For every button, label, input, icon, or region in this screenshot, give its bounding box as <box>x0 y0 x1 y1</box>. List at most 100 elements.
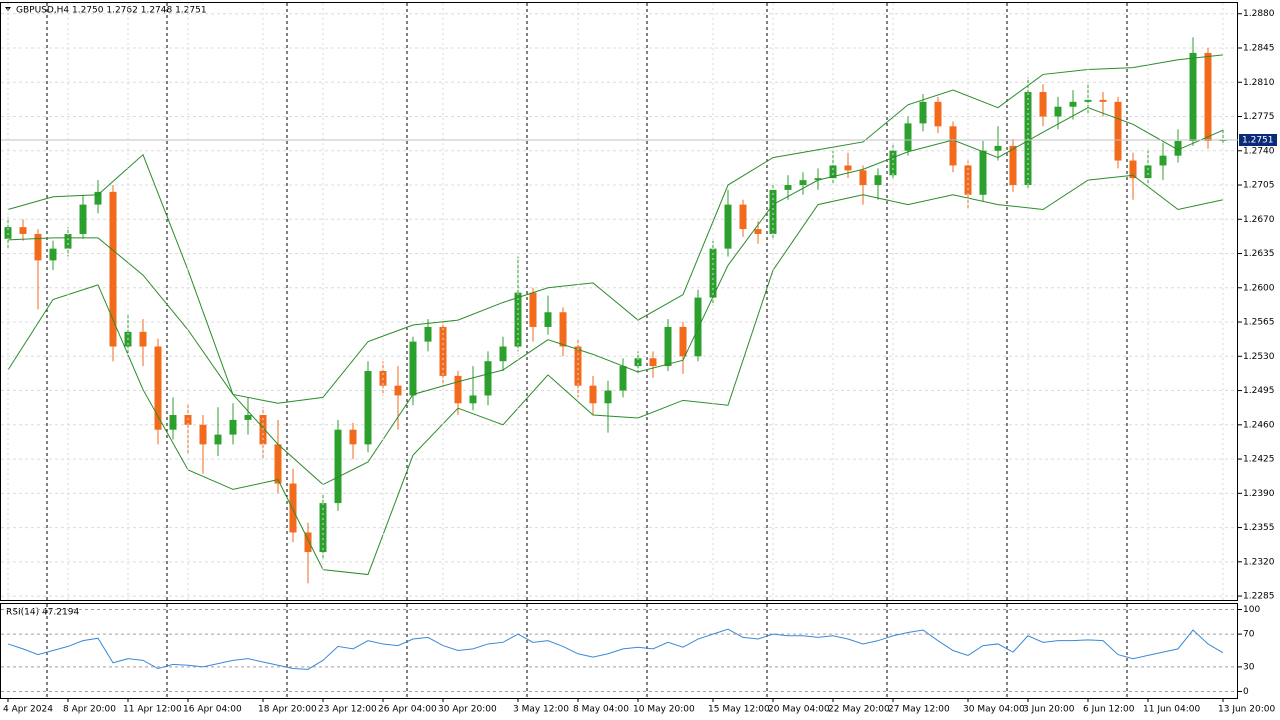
y-tick-label: 1.2425 <box>1243 455 1275 465</box>
candle-body <box>1189 52 1197 141</box>
candle-body <box>1039 92 1047 117</box>
x-tick-label: 3 May 12:00 <box>513 705 569 715</box>
candle-body <box>754 229 762 234</box>
candle-body <box>244 415 252 420</box>
y-tick-label: 1.2775 <box>1243 112 1275 122</box>
x-tick-label: 27 May 12:00 <box>888 705 950 715</box>
candle-body <box>109 191 117 347</box>
x-tick-label: 26 Apr 04:00 <box>378 705 437 715</box>
bollinger-band <box>7 54 1224 404</box>
candle-body <box>1099 99 1107 102</box>
x-tick-label: 11 Jun 04:00 <box>1143 705 1200 715</box>
y-tick-label: 1.2845 <box>1243 44 1275 54</box>
x-tick-label: 4 Apr 2024 <box>3 705 53 715</box>
x-tick-label: 8 Apr 20:00 <box>63 705 116 715</box>
y-tick-label: 1.2460 <box>1243 420 1275 430</box>
y-tick-label: 1.2810 <box>1243 78 1275 88</box>
x-tick-label: 23 Apr 12:00 <box>318 705 377 715</box>
candle-body <box>844 165 852 171</box>
candle-body <box>214 434 222 445</box>
symbol-header: GBPUSD,H4 1.2750 1.2762 1.2748 1.2751 <box>16 6 207 16</box>
x-tick-label: 10 May 20:00 <box>633 705 695 715</box>
x-tick-label: 22 May 20:00 <box>828 705 890 715</box>
candle-body <box>289 483 297 533</box>
candle-body <box>274 444 282 484</box>
y-tick-label: 1.2880 <box>1243 9 1275 19</box>
candle-body <box>919 101 927 124</box>
candle-body <box>724 204 732 249</box>
x-tick-label: 11 Apr 12:00 <box>123 705 182 715</box>
current-price-box <box>1239 134 1277 146</box>
x-tick-label: 30 May 04:00 <box>963 705 1025 715</box>
candle-body <box>394 385 402 396</box>
x-tick-label: 18 Apr 20:00 <box>258 705 317 715</box>
candle-body <box>1009 145 1017 186</box>
candle-body <box>79 204 87 234</box>
candle-body <box>1069 101 1077 107</box>
y-tick-label: 30 <box>1243 662 1255 672</box>
candle-body <box>1159 155 1167 166</box>
candle-body <box>1114 101 1122 161</box>
x-tick-label: 13 Jun 20:00 <box>1218 705 1275 715</box>
y-tick-label: 1.2320 <box>1243 557 1275 567</box>
candle-body <box>1054 106 1062 117</box>
candle-body <box>739 204 747 230</box>
bollinger-band <box>7 174 1224 576</box>
x-tick-label: 15 May 12:00 <box>708 705 770 715</box>
y-tick-label: 1.2390 <box>1243 489 1275 499</box>
candle-body <box>439 326 447 376</box>
x-tick-label: 16 Apr 04:00 <box>183 705 242 715</box>
x-tick-label: 30 Apr 20:00 <box>438 705 497 715</box>
rsi-frame <box>0 603 1238 699</box>
x-tick-label: 20 May 04:00 <box>768 705 830 715</box>
candle-body <box>484 361 492 396</box>
y-tick-label: 1.2285 <box>1243 592 1275 602</box>
candle-body <box>544 312 552 327</box>
candle-body <box>1129 160 1137 179</box>
candle-body <box>409 341 417 396</box>
candle-body <box>229 419 237 435</box>
candle-body <box>334 429 342 504</box>
current-price-label: 1.2751 <box>1242 136 1274 146</box>
y-tick-label: 70 <box>1243 630 1255 640</box>
candle-body <box>199 424 207 445</box>
candle-body <box>859 170 867 186</box>
candle-body <box>664 326 672 367</box>
candle-body <box>589 385 597 404</box>
candle-body <box>529 292 537 327</box>
candle-body <box>934 101 942 127</box>
candle-body <box>949 126 957 166</box>
candle-body <box>1144 165 1152 179</box>
candle-body <box>49 248 57 261</box>
main-frame <box>0 2 1238 601</box>
x-tick-label: 3 Jun 20:00 <box>1023 705 1075 715</box>
candle-body <box>169 415 177 430</box>
candle-body <box>874 175 882 186</box>
candle-body <box>364 370 372 445</box>
candle-body <box>139 331 147 347</box>
candle-body <box>19 227 27 234</box>
candle-body <box>784 185 792 190</box>
rsi-line <box>7 628 1224 670</box>
x-tick-label: 8 May 04:00 <box>573 705 629 715</box>
candle-body <box>559 312 567 347</box>
y-tick-label: 0 <box>1243 687 1249 697</box>
candle-body <box>604 390 612 404</box>
candle-body <box>424 326 432 342</box>
y-tick-label: 1.2495 <box>1243 386 1275 396</box>
y-tick-label: 1.2670 <box>1243 215 1275 225</box>
bollinger-band <box>7 107 1224 486</box>
candle-body <box>1174 140 1182 156</box>
candle-body <box>994 145 1002 151</box>
candle-body <box>679 326 687 357</box>
y-tick-label: 1.2530 <box>1243 352 1275 362</box>
candle-body <box>499 346 507 362</box>
candle-body <box>454 375 462 404</box>
y-tick-label: 1.2355 <box>1243 523 1275 533</box>
candle-body <box>4 227 12 239</box>
y-tick-label: 1.2600 <box>1243 283 1275 293</box>
candle-body <box>349 429 357 445</box>
candle-body <box>94 191 102 205</box>
candle-body <box>964 165 972 195</box>
